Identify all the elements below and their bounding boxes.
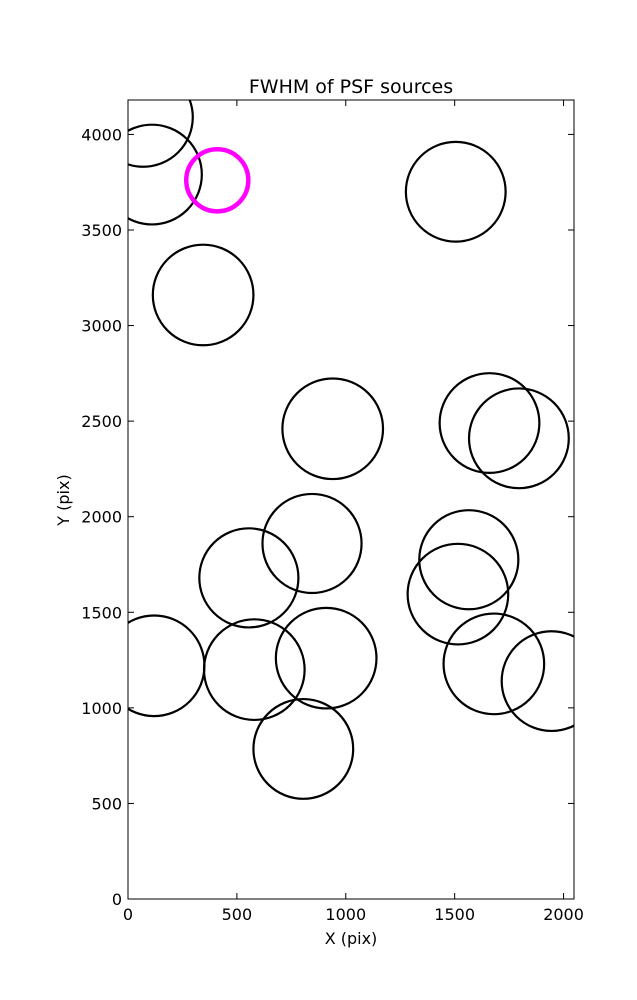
y-axis-ticks: 0 500 1000 1500 2000 2500 3000 3500 4000 [81, 125, 574, 909]
y-tick-label: 2500 [81, 412, 122, 431]
y-tick-label: 2000 [81, 508, 122, 527]
source-circle [128, 123, 203, 226]
y-axis-label: Y (pix) [54, 474, 73, 526]
x-tick-label: 2000 [543, 905, 584, 924]
source-circle [151, 243, 255, 347]
source-circle [467, 387, 570, 490]
source-circle [261, 492, 363, 595]
y-tick-label: 1500 [81, 603, 122, 622]
x-tick-label: 0 [123, 905, 133, 924]
highlighted-source-circle [184, 146, 251, 214]
source-circle [281, 377, 385, 481]
y-tick-label: 3500 [81, 221, 122, 240]
source-circle [438, 372, 541, 475]
chart-title: FWHM of PSF sources [249, 76, 453, 98]
source-markers [128, 100, 574, 800]
source-circle [198, 527, 300, 629]
x-tick-label: 1000 [325, 905, 366, 924]
x-tick-label: 500 [222, 905, 253, 924]
x-tick-label: 1500 [434, 905, 475, 924]
source-circle [406, 542, 510, 646]
source-circle [274, 606, 378, 710]
source-circle [500, 630, 574, 733]
x-axis-ticks: 0 500 1000 1500 2000 [123, 100, 584, 924]
y-tick-label: 0 [112, 890, 122, 909]
source-circle [252, 697, 355, 800]
source-circle [404, 140, 507, 243]
y-tick-label: 3000 [81, 317, 122, 336]
y-tick-label: 4000 [81, 125, 122, 144]
plot-frame [127, 99, 575, 900]
source-circle [202, 618, 306, 722]
source-circle [128, 100, 194, 168]
x-axis-label: X (pix) [325, 929, 378, 948]
y-tick-label: 500 [91, 794, 122, 813]
source-circle [418, 509, 520, 611]
y-tick-label: 1000 [81, 699, 122, 718]
source-circle [442, 612, 546, 716]
